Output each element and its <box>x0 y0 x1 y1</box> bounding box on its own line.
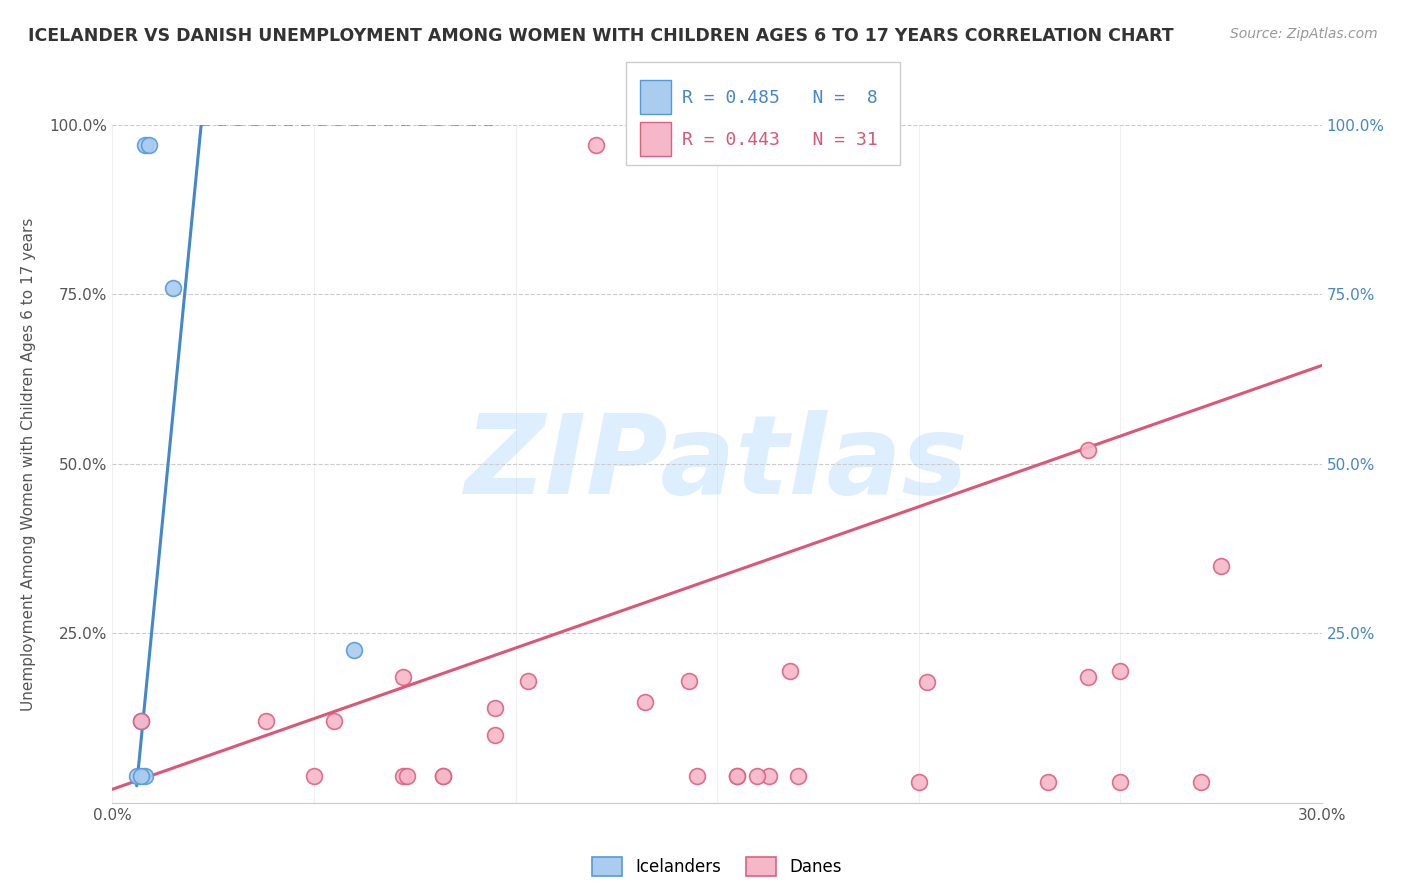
Point <box>323 714 346 729</box>
Point <box>516 673 538 688</box>
Point <box>633 696 655 710</box>
Legend: Icelanders, Danes: Icelanders, Danes <box>585 850 849 882</box>
Point <box>915 675 938 690</box>
Text: R = 0.443   N = 31: R = 0.443 N = 31 <box>682 131 877 149</box>
Point <box>129 714 152 729</box>
Point <box>302 769 325 783</box>
Point <box>129 769 152 783</box>
Point <box>1189 775 1212 789</box>
Point <box>747 769 769 783</box>
Text: R = 0.485   N =  8: R = 0.485 N = 8 <box>682 89 877 107</box>
Point <box>129 714 152 729</box>
Point <box>391 769 413 783</box>
Y-axis label: Unemployment Among Women with Children Ages 6 to 17 years: Unemployment Among Women with Children A… <box>21 217 35 711</box>
Point <box>1077 670 1099 684</box>
Point <box>1109 664 1132 678</box>
Point <box>391 670 413 684</box>
Point <box>1036 775 1059 789</box>
Point <box>484 701 506 715</box>
Point <box>1077 443 1099 458</box>
Point <box>678 673 700 688</box>
Point <box>1109 775 1132 789</box>
Point <box>786 769 808 783</box>
Point <box>395 769 418 783</box>
Point <box>254 714 277 729</box>
Point <box>162 280 184 294</box>
Point <box>686 769 709 783</box>
Point <box>779 664 801 678</box>
Point <box>1209 558 1232 573</box>
Point <box>125 769 148 783</box>
Point <box>134 769 156 783</box>
Text: ICELANDER VS DANISH UNEMPLOYMENT AMONG WOMEN WITH CHILDREN AGES 6 TO 17 YEARS CO: ICELANDER VS DANISH UNEMPLOYMENT AMONG W… <box>28 27 1174 45</box>
Point <box>134 138 156 153</box>
Point <box>138 138 160 153</box>
Point <box>725 769 748 783</box>
Text: ZIPatlas: ZIPatlas <box>465 410 969 517</box>
Point <box>907 775 929 789</box>
Point <box>725 769 748 783</box>
Text: Source: ZipAtlas.com: Source: ZipAtlas.com <box>1230 27 1378 41</box>
Point <box>432 769 454 783</box>
Point <box>432 769 454 783</box>
Point <box>484 728 506 742</box>
Point <box>343 643 366 657</box>
Point <box>758 769 780 783</box>
Point <box>585 138 607 153</box>
